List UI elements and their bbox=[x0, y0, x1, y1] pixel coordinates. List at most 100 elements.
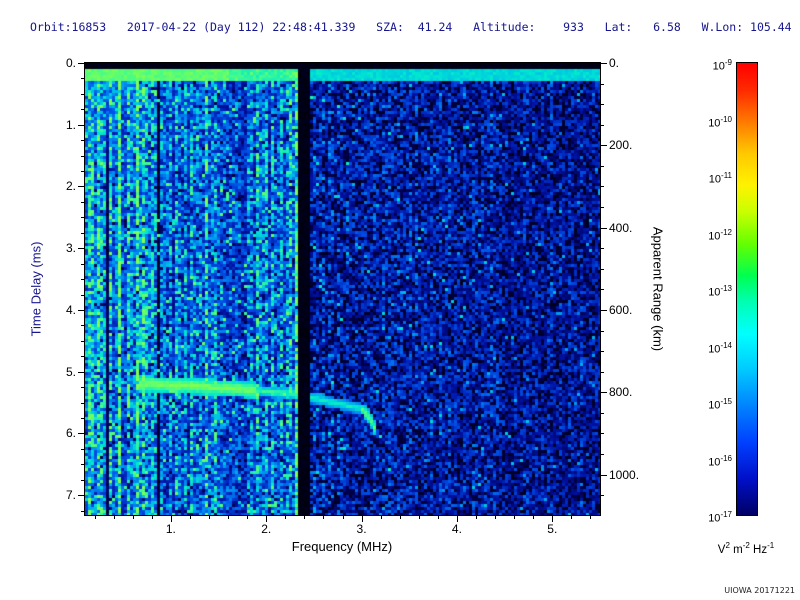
axis-tick bbox=[78, 248, 84, 250]
axis-tick bbox=[170, 516, 172, 522]
axis-tick bbox=[601, 371, 604, 373]
axis-tick bbox=[81, 356, 84, 358]
y-left-tick-label: 1. bbox=[65, 117, 76, 132]
axis-tick bbox=[601, 289, 604, 291]
axis-tick bbox=[601, 474, 607, 476]
axis-tick bbox=[601, 104, 604, 106]
axis-tick bbox=[601, 330, 604, 332]
axis-tick bbox=[81, 140, 84, 142]
axis-tick bbox=[380, 516, 382, 519]
axis-tick bbox=[78, 433, 84, 435]
axis-tick bbox=[81, 294, 84, 296]
y-left-tick-label: 2. bbox=[65, 179, 76, 194]
x-axis-label: Frequency (MHz) bbox=[291, 539, 393, 554]
axis-tick bbox=[601, 268, 604, 270]
colorbar-units: V2 m-2 Hz-1 bbox=[717, 541, 775, 556]
y-left-tick-label: 0. bbox=[65, 56, 76, 70]
y-right-tick-label: 200. bbox=[609, 138, 633, 153]
axis-tick bbox=[81, 325, 84, 327]
spectrogram-plot-frame bbox=[84, 62, 601, 516]
axis-tick bbox=[361, 516, 363, 522]
axis-tick bbox=[601, 227, 607, 229]
axis-tick bbox=[476, 516, 478, 519]
colorbar bbox=[736, 62, 758, 516]
axis-tick bbox=[601, 495, 604, 497]
colorbar-tick-label: 10-12 bbox=[708, 227, 732, 243]
axis-tick bbox=[437, 516, 439, 519]
axis-tick bbox=[81, 78, 84, 80]
axis-tick bbox=[601, 165, 604, 167]
axis-tick bbox=[601, 63, 607, 64]
axis-tick bbox=[533, 516, 535, 519]
axis-tick bbox=[81, 232, 84, 234]
x-tick-label: 3. bbox=[356, 522, 367, 536]
axis-tick bbox=[81, 201, 84, 203]
axis-tick bbox=[418, 516, 420, 519]
y-axis-label-right: Apparent Range (km) bbox=[650, 226, 666, 352]
colorbar-tick-label: 10-9 bbox=[712, 58, 732, 73]
colorbar-tick-label: 10-13 bbox=[708, 284, 732, 299]
axis-tick bbox=[571, 516, 573, 519]
axis-tick bbox=[81, 448, 84, 450]
y-axis-label-left: Time Delay (ms) bbox=[28, 241, 44, 337]
colorbar-tick-label: 10-10 bbox=[708, 114, 732, 130]
axis-tick bbox=[601, 145, 607, 147]
axis-tick bbox=[81, 402, 84, 404]
axis-tick bbox=[81, 340, 84, 342]
axis-tick bbox=[601, 309, 607, 311]
axis-tick bbox=[266, 516, 268, 522]
axis-tick bbox=[342, 516, 344, 519]
axis-tick bbox=[495, 516, 497, 519]
axis-tick bbox=[151, 516, 153, 519]
axis-tick bbox=[208, 516, 210, 519]
y-left-tick-label: 3. bbox=[65, 241, 76, 256]
axis-tick bbox=[94, 516, 96, 519]
axis-tick bbox=[247, 516, 249, 519]
colorbar-tick-label: 10-14 bbox=[708, 340, 732, 356]
axis-tick bbox=[81, 479, 84, 481]
axis-tick bbox=[601, 186, 604, 188]
axis-tick bbox=[132, 516, 134, 519]
colorbar-tick-label: 10-16 bbox=[708, 453, 732, 469]
axis-tick bbox=[81, 510, 84, 512]
axis-tick bbox=[601, 433, 604, 435]
axis-tick bbox=[601, 454, 604, 456]
axis-tick bbox=[81, 155, 84, 157]
spectrogram-canvas bbox=[85, 63, 600, 515]
y-left-tick-label: 6. bbox=[65, 426, 76, 441]
axis-tick bbox=[590, 516, 592, 519]
axis-tick bbox=[456, 516, 458, 522]
axis-tick bbox=[81, 279, 84, 281]
axis-tick bbox=[304, 516, 306, 519]
axis-tick bbox=[81, 464, 84, 466]
colorbar-tick-label: 10-11 bbox=[708, 171, 732, 186]
observation-header: Orbit:16853 2017-04-22 (Day 112) 22:48:4… bbox=[30, 20, 792, 34]
y-right-tick-label: 400. bbox=[609, 220, 633, 235]
axis-tick bbox=[601, 412, 604, 414]
axis-tick bbox=[514, 516, 516, 519]
credit-text: UIOWA 20171221 bbox=[724, 586, 795, 595]
y-right-tick-label: 600. bbox=[609, 302, 633, 317]
axis-tick bbox=[552, 516, 554, 522]
axis-tick bbox=[81, 263, 84, 265]
y-left-tick-label: 5. bbox=[65, 364, 76, 379]
y-right-tick-label: 0. bbox=[609, 56, 620, 70]
axis-tick bbox=[81, 387, 84, 389]
x-tick-label: 2. bbox=[261, 522, 272, 536]
axis-tick bbox=[601, 392, 607, 394]
colorbar-tick-label: 10-17 bbox=[708, 510, 732, 525]
axis-tick bbox=[601, 351, 604, 353]
colorbar-tick-label: 10-15 bbox=[708, 397, 732, 412]
x-tick-label: 5. bbox=[547, 522, 558, 536]
y-right-tick-label: 800. bbox=[609, 385, 633, 400]
axis-tick bbox=[601, 207, 604, 209]
x-tick-label: 4. bbox=[451, 522, 462, 536]
y-right-tick-label: 1000. bbox=[609, 467, 640, 482]
axis-tick bbox=[189, 516, 191, 519]
axis-tick bbox=[78, 124, 84, 126]
axis-tick bbox=[78, 495, 84, 497]
axis-tick bbox=[78, 371, 84, 373]
axis-tick bbox=[81, 109, 84, 111]
y-left-tick-label: 4. bbox=[65, 302, 76, 317]
